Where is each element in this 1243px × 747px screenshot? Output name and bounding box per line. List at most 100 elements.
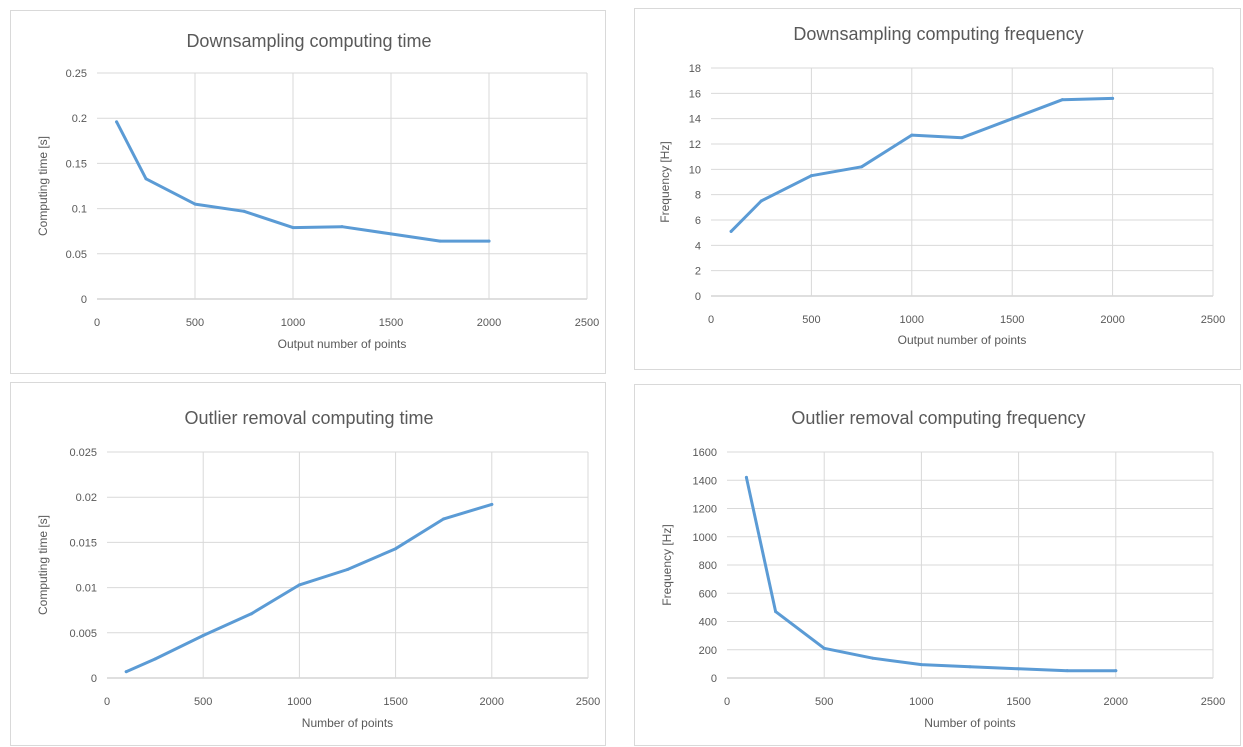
data-point <box>910 133 914 137</box>
y-tick-label: 18 <box>689 63 701 75</box>
x-tick-label: 500 <box>815 696 833 708</box>
x-axis-title: Output number of points <box>278 337 407 351</box>
data-point <box>822 646 826 650</box>
y-tick-label: 0 <box>695 291 701 303</box>
line-chart: Outlier removal computing frequency 0 200 4… <box>660 408 1225 730</box>
y-tick-label: 16 <box>689 88 701 100</box>
y-tick-label: 0.015 <box>69 537 97 549</box>
data-point <box>438 239 442 243</box>
x-tick-label: 1000 <box>281 317 305 329</box>
x-tick-label: 2500 <box>1201 314 1225 326</box>
x-tick-label: 2500 <box>576 696 600 708</box>
y-tick-label: 0.01 <box>76 583 97 595</box>
x-tick-label: 1000 <box>287 696 311 708</box>
data-point <box>744 475 748 479</box>
line-chart: Downsampling computing frequency 0 2 4 6 8 10 1… <box>658 24 1225 347</box>
data-point <box>487 239 491 243</box>
y-tick-label: 1600 <box>693 447 717 459</box>
y-tick-label: 0 <box>711 673 717 685</box>
y-tick-label: 14 <box>689 114 701 126</box>
y-tick-label: 0.025 <box>69 447 97 459</box>
data-point <box>871 656 875 660</box>
y-axis-title: Frequency [Hz] <box>660 524 674 605</box>
y-tick-label: 0.02 <box>76 492 97 504</box>
data-point <box>346 568 349 572</box>
x-tick-label: 2000 <box>1104 696 1128 708</box>
series-line <box>115 120 491 243</box>
data-point <box>193 202 197 206</box>
data-point <box>242 209 246 213</box>
x-axis-title: Number of points <box>302 716 393 730</box>
data-point <box>1010 117 1014 121</box>
y-tick-label: 0 <box>91 673 97 685</box>
x-tick-label: 1000 <box>900 314 924 326</box>
data-point <box>297 583 301 587</box>
y-tick-label: 1200 <box>693 504 717 516</box>
y-tick-label: 600 <box>699 588 717 600</box>
series-line <box>744 475 1118 673</box>
x-axis-title: Output number of points <box>898 333 1027 347</box>
data-point <box>774 610 778 614</box>
x-tick-label: 500 <box>186 317 204 329</box>
y-tick-label: 0.25 <box>66 68 87 80</box>
data-point <box>153 657 157 661</box>
y-axis-title: Frequency [Hz] <box>658 141 672 222</box>
y-tick-label: 10 <box>689 164 701 176</box>
x-tick-label: 500 <box>802 314 820 326</box>
y-tick-label: 0 <box>81 294 87 306</box>
x-tick-label: 0 <box>708 314 714 326</box>
x-tick-label: 0 <box>94 317 100 329</box>
x-tick-label: 1500 <box>1006 696 1030 708</box>
chart-title: Outlier removal computing frequency <box>791 408 1085 428</box>
y-tick-label: 2 <box>695 266 701 278</box>
data-point <box>1017 667 1021 671</box>
x-tick-label: 2500 <box>1201 696 1225 708</box>
data-point <box>1114 669 1118 673</box>
x-tick-label: 2000 <box>477 317 501 329</box>
data-point <box>442 517 446 521</box>
chart-title: Downsampling computing frequency <box>793 24 1083 44</box>
data-point <box>919 663 923 667</box>
data-point <box>968 665 972 669</box>
data-point <box>860 165 864 169</box>
y-tick-label: 0.1 <box>72 204 87 216</box>
chart-panel-downsampling-time: Downsampling computing time 0 0.05 0.1 0.15 0… <box>10 10 606 374</box>
chart-panel-outlier-frequency: Outlier removal computing frequency 0 200 4… <box>634 384 1241 746</box>
data-point <box>809 174 813 178</box>
y-tick-label: 0.15 <box>66 158 87 170</box>
y-axis-title: Computing time [s] <box>36 515 50 615</box>
data-point <box>759 199 763 203</box>
chart-panel-outlier-time: Outlier removal computing time 0 0.005 0.01… <box>10 382 606 746</box>
data-point <box>729 229 733 233</box>
y-axis-title: Computing time [s] <box>36 136 50 236</box>
chart-panel-downsampling-frequency: Downsampling computing frequency 0 2 4 6 8 10 1… <box>634 8 1241 370</box>
x-tick-label: 1000 <box>909 696 933 708</box>
x-tick-label: 0 <box>104 696 110 708</box>
data-point <box>389 232 393 236</box>
y-tick-label: 12 <box>689 139 701 151</box>
x-tick-label: 0 <box>724 696 730 708</box>
data-point <box>115 120 119 124</box>
data-point <box>144 177 148 181</box>
x-tick-label: 2500 <box>575 317 599 329</box>
y-tick-label: 400 <box>699 617 717 629</box>
y-tick-label: 200 <box>699 645 717 657</box>
x-axis-title: Number of points <box>924 716 1015 730</box>
x-tick-label: 1500 <box>383 696 407 708</box>
data-point <box>490 502 494 506</box>
line-chart: Outlier removal computing time 0 0.005 0.01… <box>36 408 600 730</box>
chart-title: Outlier removal computing time <box>184 408 433 428</box>
data-point <box>201 634 205 638</box>
y-tick-label: 1000 <box>693 532 717 544</box>
data-point <box>960 136 964 140</box>
data-point <box>1065 669 1069 673</box>
y-tick-label: 4 <box>695 240 701 252</box>
x-tick-label: 2000 <box>1100 314 1124 326</box>
x-tick-label: 2000 <box>480 696 504 708</box>
data-point <box>394 547 398 551</box>
y-tick-label: 0.005 <box>69 628 97 640</box>
y-tick-label: 1400 <box>693 475 717 487</box>
line-chart: Downsampling computing time 0 0.05 0.1 0.15 0… <box>36 31 599 351</box>
data-point <box>340 225 344 229</box>
data-point <box>249 612 253 616</box>
